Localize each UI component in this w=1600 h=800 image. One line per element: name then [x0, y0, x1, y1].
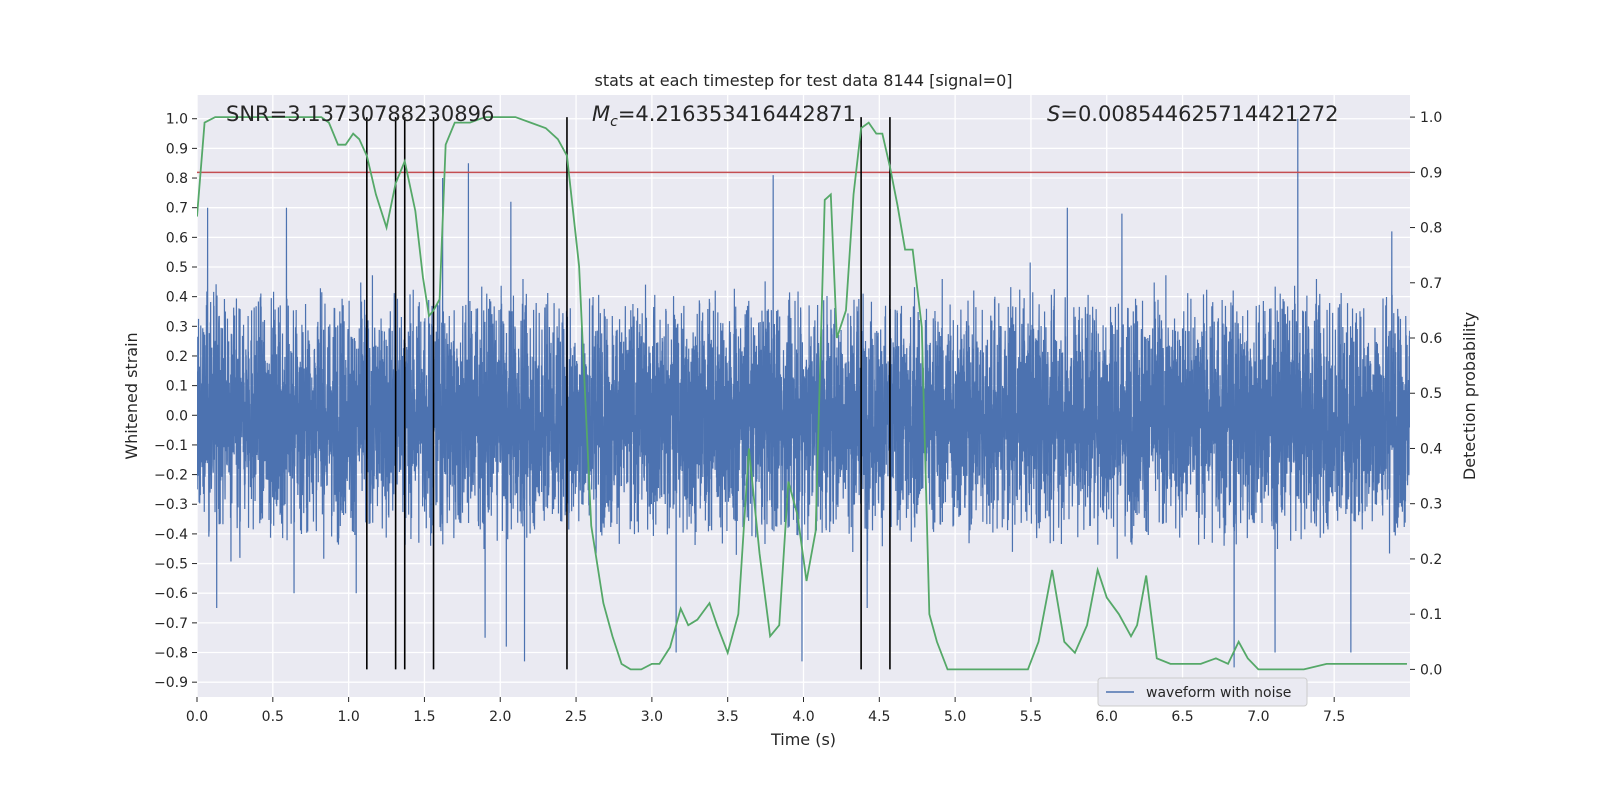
s-value: =0.008544625714421272	[1060, 102, 1338, 126]
x-tick-label: 1.0	[337, 709, 359, 725]
y2-tick-label: 0.1	[1420, 607, 1442, 623]
x-tick-label: 7.5	[1323, 709, 1345, 725]
y2-axis-label: Detection probability	[1460, 312, 1479, 480]
y-tick-label: −0.1	[154, 438, 188, 454]
x-tick-label: 6.5	[1171, 709, 1193, 725]
chirp-mass-value: =4.216353416442871	[618, 102, 856, 126]
y2-tick-label: 0.0	[1420, 662, 1442, 678]
y-tick-label: 0.8	[166, 171, 188, 187]
y2-tick-label: 0.9	[1420, 165, 1442, 181]
chirp-mass-symbol: M	[592, 102, 610, 126]
y-tick-label: 0.9	[166, 141, 188, 157]
x-tick-label: 4.0	[792, 709, 814, 725]
chirp-mass-annotation: Mc=4.216353416442871	[592, 102, 856, 130]
y-tick-label: −0.4	[154, 527, 188, 543]
y2-tick-label: 0.3	[1420, 497, 1442, 513]
chirp-mass-subscript: c	[610, 114, 618, 130]
y-tick-label: −0.8	[154, 646, 188, 662]
y-axis-label: Whitened strain	[122, 332, 141, 459]
y-tick-label: 0.7	[166, 201, 188, 217]
y-tick-label: 0.5	[166, 260, 188, 276]
y-tick-label: 0.1	[166, 379, 188, 395]
axis-ticks: 0.0 0.5 1.0 1.5 2.0 2.5 3.0 3.5 4.0 4.5 5.0 5.5 6.0 6…	[154, 110, 1442, 725]
x-tick-label: 3.0	[641, 709, 663, 725]
y2-tick-label: 0.6	[1420, 331, 1442, 347]
y2-tick-label: 0.8	[1420, 221, 1442, 237]
x-tick-label: 1.5	[413, 709, 435, 725]
y-tick-label: −0.2	[154, 468, 188, 484]
y-tick-label: 0.4	[166, 290, 188, 306]
y2-tick-label: 0.2	[1420, 552, 1442, 568]
y-tick-label: −0.7	[154, 616, 188, 632]
probability-line	[197, 116, 1407, 671]
legend-label: waveform with noise	[1146, 685, 1291, 701]
x-tick-label: 7.0	[1247, 709, 1269, 725]
y2-tick-label: 0.4	[1420, 441, 1442, 457]
x-tick-label: 5.0	[944, 709, 966, 725]
x-tick-label: 0.0	[186, 709, 208, 725]
y-tick-label: 0.2	[166, 349, 188, 365]
s-annotation: S=0.008544625714421272	[1047, 102, 1338, 126]
y2-tick-label: 1.0	[1420, 110, 1442, 126]
y2-tick-label: 0.7	[1420, 276, 1442, 292]
x-tick-label: 0.5	[262, 709, 284, 725]
y-tick-label: 0.3	[166, 319, 188, 335]
y-tick-label: 0.0	[166, 408, 188, 424]
legend-box	[1097, 677, 1308, 707]
x-tick-label: 3.5	[717, 709, 739, 725]
x-tick-label: 2.5	[565, 709, 587, 725]
y-tick-label: 1.0	[166, 112, 188, 128]
x-tick-label: 4.5	[868, 709, 890, 725]
y-tick-label: 0.6	[166, 230, 188, 246]
x-tick-label: 6.0	[1096, 709, 1118, 725]
x-axis-label: Time (s)	[770, 730, 836, 749]
x-tick-label: 2.0	[489, 709, 511, 725]
legend: waveform with noise	[1097, 677, 1308, 707]
plot-area	[197, 116, 1410, 671]
y-tick-label: −0.6	[154, 586, 188, 602]
s-symbol: S	[1047, 102, 1060, 126]
y2-tick-label: 0.5	[1420, 386, 1442, 402]
snr-annotation: SNR=3.13730788230896	[226, 102, 494, 126]
x-tick-label: 5.5	[1020, 709, 1042, 725]
waveform-line	[197, 118, 1410, 668]
y-tick-label: −0.3	[154, 497, 188, 513]
y-tick-label: −0.5	[154, 557, 188, 573]
y-tick-label: −0.9	[154, 675, 188, 691]
chart-title: stats at each timestep for test data 814…	[594, 71, 1012, 90]
